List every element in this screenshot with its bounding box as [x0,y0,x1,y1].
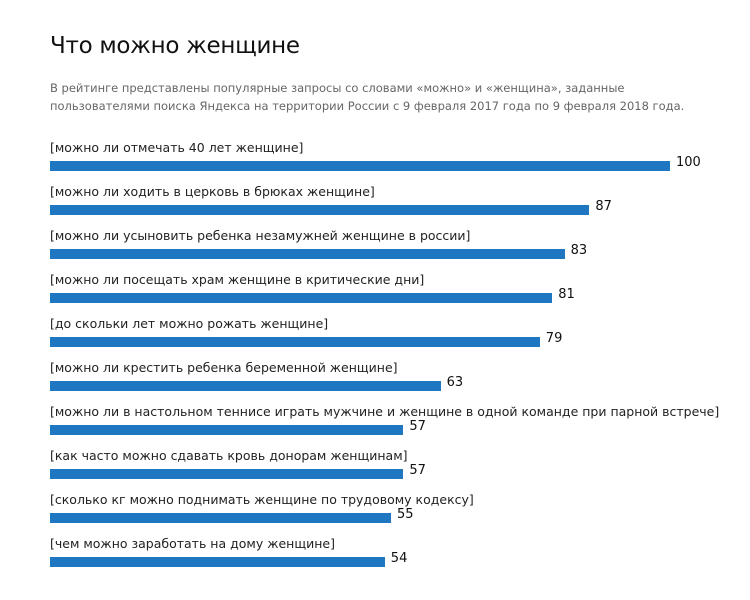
bar [50,293,553,303]
value-label: 57 [409,463,426,478]
chart-subtitle: В рейтинге представлены популярные запро… [50,81,685,113]
category-label: [чем можно заработать на дому женщине] [50,536,335,551]
bar-row: [можно ли ходить в церковь в брюках женщ… [50,184,730,220]
bar [50,249,565,259]
value-label: 100 [676,155,701,170]
bar [50,205,590,215]
value-label: 54 [390,551,408,566]
bar-row: [можно ли посещать храм женщине в критич… [50,272,730,308]
category-label: [можно ли крестить ребенка беременной же… [50,360,398,375]
value-label: 57 [409,419,426,434]
category-label: [можно ли ходить в церковь в брюках женщ… [50,184,375,199]
category-label: [можно ли в настольном теннисе играть му… [50,404,720,419]
value-label: 83 [570,243,588,258]
bar [50,161,670,171]
bar [50,425,404,435]
bar-row: [чем можно заработать на дому женщине] 54 [50,536,730,572]
bar-row: [можно ли крестить ребенка беременной же… [50,360,730,396]
bar-row: [можно ли отмечать 40 лет женщине] 100 [50,140,730,176]
value-label: 87 [595,199,612,214]
bar-row: [как часто можно сдавать кровь донорам ж… [50,448,730,484]
bar [50,337,540,347]
category-label: [как часто можно сдавать кровь донорам ж… [50,448,408,463]
chart-title: Что можно женщине [50,33,300,59]
category-label: [до скольки лет можно рожать женщине] [50,316,329,331]
value-label: 79 [545,331,563,346]
value-label: 55 [397,507,414,522]
bar-row: [до скольки лет можно рожать женщине] 79 [50,316,730,352]
bar [50,469,404,479]
bar [50,381,441,391]
category-label: [можно ли усыновить ребенка незамужней ж… [50,228,471,243]
value-label: 63 [446,375,464,390]
bar-row: [можно ли в настольном теннисе играть му… [50,404,730,440]
category-label: [можно ли посещать храм женщине в критич… [50,272,425,287]
bar-row: [сколько кг можно поднимать женщине по т… [50,492,730,528]
bar [50,557,385,567]
category-label: [сколько кг можно поднимать женщине по т… [50,492,474,507]
category-label: [можно ли отмечать 40 лет женщине] [50,140,304,155]
bar [50,513,391,523]
value-label: 81 [558,287,575,302]
bar-row: [можно ли усыновить ребенка незамужней ж… [50,228,730,264]
